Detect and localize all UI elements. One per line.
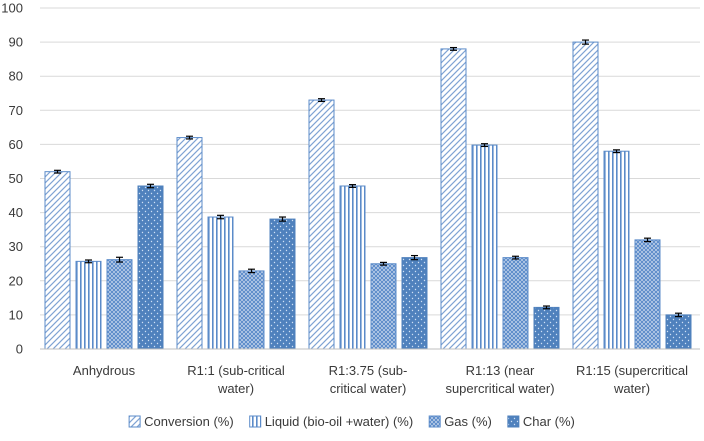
- y-tick-label: 80: [9, 69, 23, 84]
- error-bar: [248, 268, 255, 274]
- legend-swatch: [249, 415, 262, 428]
- legend-swatch: [428, 415, 441, 428]
- y-tick-label: 90: [9, 35, 23, 50]
- y-tick-label: 10: [9, 307, 23, 322]
- error-bar: [85, 259, 92, 264]
- error-bar: [380, 261, 387, 266]
- y-axis-ticks: 0 10 20 30 40 50 60 70 80 90 100: [1, 1, 23, 357]
- bar: [401, 257, 428, 350]
- x-tick-label: R1:3.75 (sub-critical water): [329, 363, 408, 396]
- x-axis-category-labels: Anhydrous R1:1 (sub-critical water) R1:3.75…: [73, 363, 688, 396]
- bar: [572, 41, 599, 350]
- bar: [665, 314, 692, 350]
- x-tick-label: R1:15 (supercritical water): [576, 363, 688, 396]
- error-bar: [186, 135, 193, 140]
- legend-item: Liquid (bio-oil +water) (%): [249, 414, 413, 429]
- legend: Conversion (%) Liquid (bio-oil +water) (%…: [128, 414, 575, 429]
- y-tick-label: 20: [9, 273, 23, 288]
- bar: [176, 137, 203, 350]
- bar: [238, 270, 265, 350]
- bar: [440, 48, 467, 350]
- x-tick-label: Anhydrous: [73, 363, 136, 378]
- bar: [502, 257, 529, 350]
- x-tick-label: R1:1 (sub-critical water): [187, 363, 285, 396]
- bar: [603, 150, 630, 350]
- legend-label: Conversion (%): [144, 414, 234, 429]
- y-tick-label: 100: [1, 1, 23, 16]
- bar: [370, 263, 397, 350]
- bars: [44, 41, 692, 350]
- error-bar: [582, 39, 589, 45]
- error-bars: [54, 39, 682, 318]
- x-tick-label: R1:13 (near supercritical water): [445, 363, 554, 396]
- bar: [533, 306, 560, 350]
- bar: [471, 144, 498, 350]
- error-bar: [318, 98, 325, 103]
- error-bar: [147, 183, 154, 189]
- bar: [137, 185, 164, 350]
- legend-label: Liquid (bio-oil +water) (%): [265, 414, 413, 429]
- error-bar: [543, 305, 550, 310]
- legend-swatch: [507, 415, 520, 428]
- bar: [75, 260, 102, 350]
- error-bar: [644, 237, 651, 243]
- legend-item: Gas (%): [428, 414, 492, 429]
- bar: [106, 259, 133, 350]
- y-tick-label: 50: [9, 171, 23, 186]
- bar: [269, 218, 296, 350]
- error-bar: [481, 143, 488, 148]
- bar: [308, 99, 335, 350]
- error-bar: [54, 169, 61, 174]
- bar: [44, 171, 71, 350]
- legend-label: Gas (%): [444, 414, 492, 429]
- legend-item: Char (%): [507, 414, 575, 429]
- bar: [634, 239, 661, 350]
- y-tick-label: 70: [9, 103, 23, 118]
- bar: [207, 216, 234, 350]
- y-tick-label: 0: [16, 342, 23, 357]
- error-bar: [613, 149, 620, 154]
- error-bar: [116, 256, 123, 263]
- error-bar: [279, 216, 286, 222]
- error-bar: [217, 214, 224, 220]
- error-bar: [411, 254, 418, 261]
- y-tick-label: 30: [9, 239, 23, 254]
- error-bar: [675, 312, 682, 318]
- legend-swatch: [128, 415, 141, 428]
- y-tick-label: 60: [9, 137, 23, 152]
- bar: [339, 185, 366, 350]
- legend-item: Conversion (%): [128, 414, 234, 429]
- error-bar: [512, 255, 519, 260]
- legend-label: Char (%): [523, 414, 575, 429]
- y-tick-label: 40: [9, 205, 23, 220]
- error-bar: [450, 46, 457, 51]
- error-bar: [349, 184, 356, 188]
